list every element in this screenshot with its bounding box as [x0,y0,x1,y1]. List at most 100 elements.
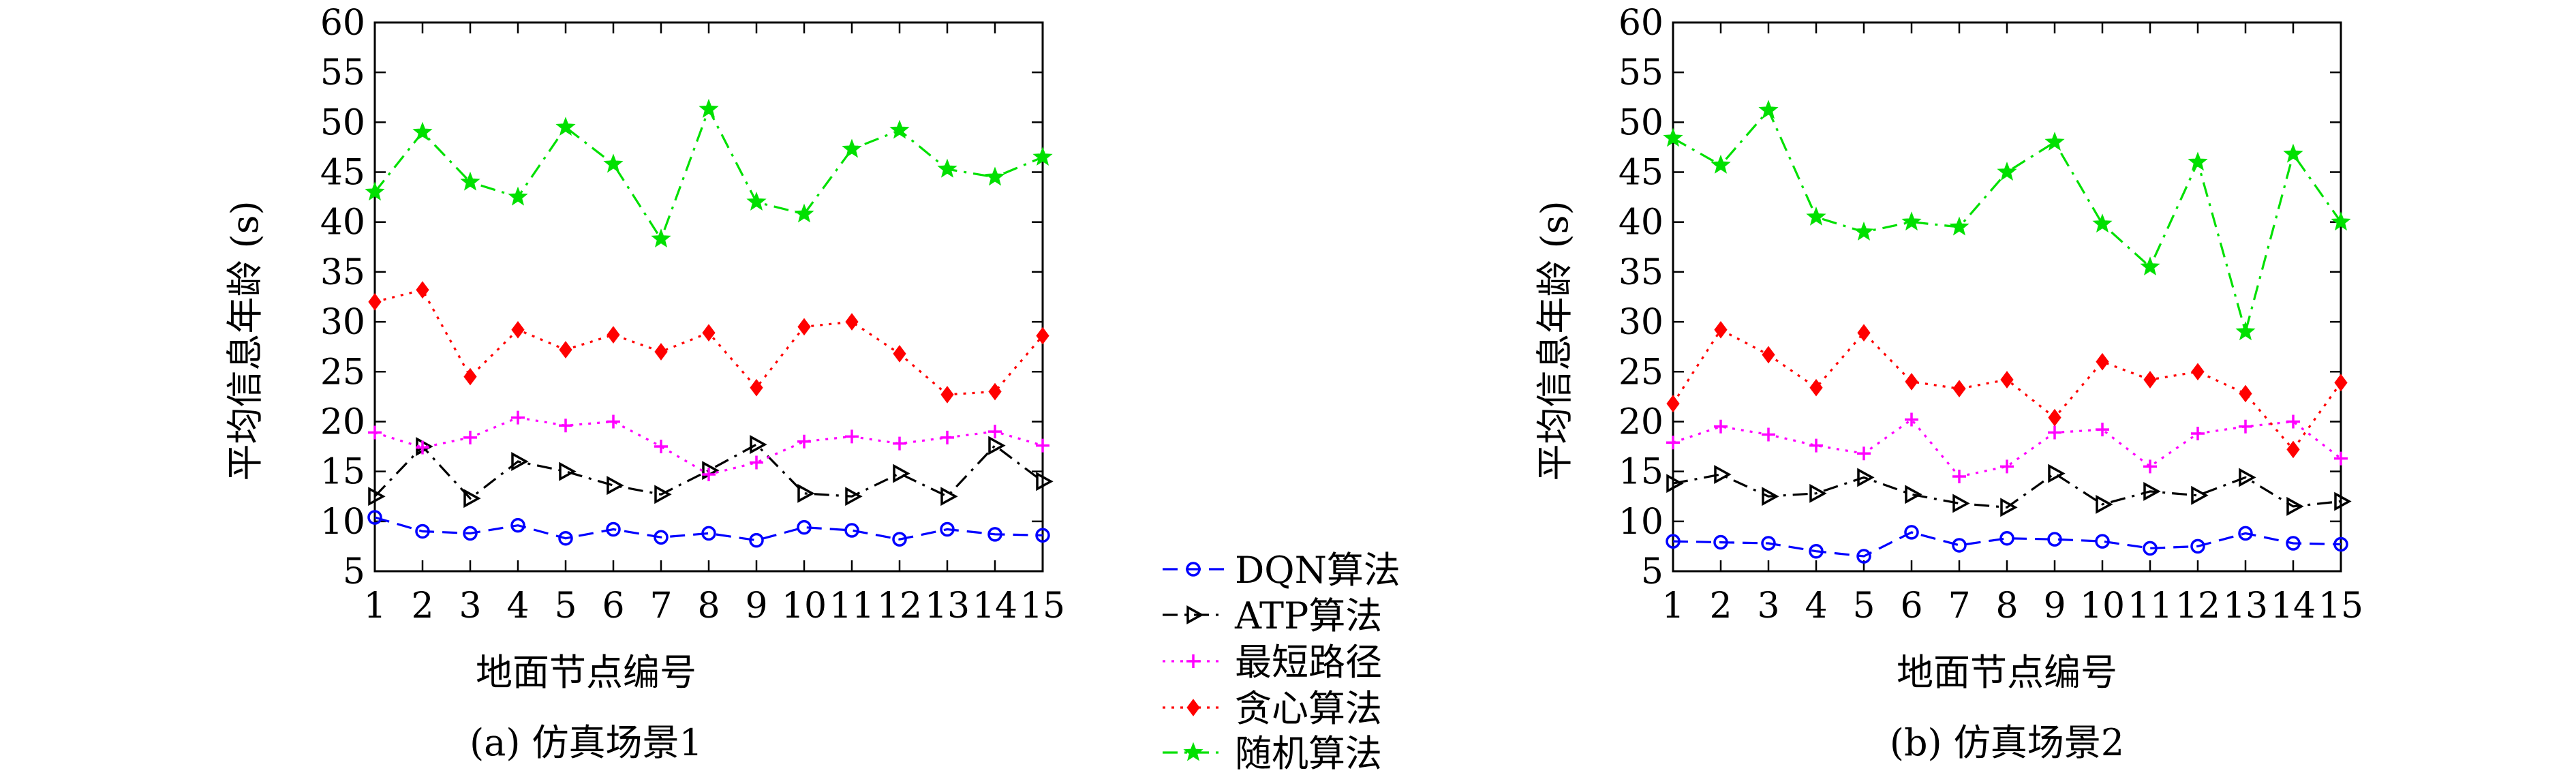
chart-b-xtick-label-1: 1 [1661,586,1684,626]
chart-b-point-4-7 [1997,162,2017,181]
chart-b-point-1-9 [2096,494,2113,514]
chart-scenario-2: (b) 仿真场景2 地面节点编号 平均信息年龄 (s) 510152025303… [1533,3,2363,764]
chart-b-point-4-4 [1854,222,1874,241]
chart-a-point-1-3 [511,452,529,471]
chart-a-point-0-12 [940,521,955,537]
legend-marker-0 [1186,562,1201,577]
chart-a-point-3-11 [893,345,906,363]
chart-b-ytick-label-60: 60 [1619,3,1663,44]
chart-b-point-4-1 [1711,154,1731,174]
chart-b-series-line-1 [1672,472,2342,509]
chart-a-point-4-5 [603,153,624,173]
chart-a-point-0-13 [987,527,1002,542]
chart-a-point-0-14 [1035,528,1050,543]
chart-a-series-star-4 [365,98,1053,248]
chart-a-point-3-2 [463,367,477,386]
chart-b-xtick-label-5: 5 [1852,586,1875,626]
chart-a-xtick-label-1: 1 [363,586,386,626]
chart-a-point-0-5 [606,521,621,537]
chart-b-point-1-10 [2143,481,2161,501]
chart-b-point-1-3 [1809,483,1827,503]
chart-a-point-1-9 [797,483,815,503]
chart-b-point-0-8 [2047,532,2062,547]
chart-b-point-3-6 [1952,380,1966,397]
chart-b-series-star-4 [1663,100,2351,341]
chart-a-point-3-12 [940,386,954,404]
chart-b-xtick-label-11: 11 [2128,586,2173,626]
chart-a-point-1-13 [988,436,1006,455]
chart-a-ytick-label-30: 30 [320,302,365,343]
chart-a-xtick-label-14: 14 [972,586,1017,626]
chart-b-point-0-14 [2333,536,2348,552]
chart-a-point-3-0 [368,292,382,311]
chart-a-ytick-label-25: 25 [320,352,365,393]
chart-b-point-1-8 [2048,464,2066,483]
chart-b-ytick-label-55: 55 [1619,52,1663,93]
chart-a-ytick-label-35: 35 [320,252,365,293]
chart-b-point-1-13 [2286,496,2304,516]
chart-b-point-0-9 [2095,534,2110,549]
chart-b-xtick-label-8: 8 [1995,586,2018,626]
chart-a-point-2-1 [416,440,429,455]
chart-b-point-2-8 [2048,425,2061,440]
chart-b-point-2-14 [2334,451,2348,466]
chart-b-series-line-4 [1672,108,2342,336]
chart-b-xtick-label-9: 9 [2043,586,2066,626]
chart-b-point-3-2 [1762,346,1775,364]
chart-b-point-2-9 [2096,423,2109,437]
chart-b-point-1-4 [1857,468,1875,487]
chart-b-point-3-13 [2286,440,2300,459]
chart-a-point-1-10 [845,487,863,506]
chart-b-point-4-10 [2140,256,2160,276]
chart-b-ytick-label-20: 20 [1619,401,1663,442]
chart-a-point-2-4 [559,419,572,433]
chart-b-xtick-label-3: 3 [1757,586,1779,626]
chart-b-point-0-0 [1666,534,1681,549]
chart-b-ytick-label-25: 25 [1619,352,1663,393]
chart-b-point-0-2 [1761,536,1776,551]
chart-a-xtick-label-7: 7 [649,586,672,626]
chart-scenario-1: (a) 仿真场景1 地面节点编号 平均信息年龄 (s) 510152025303… [224,3,1065,764]
chart-b-series-diamond-3 [1666,320,2348,459]
chart-a-point-2-0 [368,425,382,440]
chart-b-ylabel: 平均信息年龄 (s) [1533,200,1576,481]
chart-a-point-0-10 [844,523,859,538]
chart-b-point-1-1 [1714,465,1732,484]
chart-a-series-triangle-1 [368,435,1054,509]
chart-b-series-line-3 [1672,328,2342,451]
chart-b-point-2-3 [1809,438,1823,453]
chart-a-point-2-3 [511,410,525,425]
chart-a-point-2-14 [1036,438,1049,453]
chart-a-point-4-0 [365,181,385,201]
chart-a-ytick-label-40: 40 [320,202,365,243]
chart-b-point-2-13 [2286,414,2300,429]
chart-a-series-circle-0 [367,510,1050,548]
chart-b-point-2-2 [1762,427,1775,442]
legend-marker-2 [1186,654,1200,668]
chart-a-point-2-10 [845,429,859,444]
chart-b-point-1-2 [1762,487,1779,506]
chart-b-ytick-label-45: 45 [1619,153,1663,194]
chart-a-ytick-label-50: 50 [320,102,365,143]
chart-b-point-3-0 [1666,395,1680,412]
chart-b-point-4-3 [1806,206,1826,226]
chart-a-point-2-11 [893,436,906,451]
chart-a-point-3-5 [607,326,620,344]
chart-b-point-2-4 [1857,446,1871,461]
chart-b-xtick-label-13: 13 [2223,586,2268,626]
chart-a-xtick-label-13: 13 [925,586,970,626]
chart-a-point-1-5 [607,476,624,496]
chart-a-xtick-label-9: 9 [745,586,767,626]
chart-a-xtick-label-2: 2 [411,586,433,626]
chart-b-xtick-label-7: 7 [1948,586,1970,626]
legend-label-shortest: 最短路径 [1235,641,1382,684]
chart-a-point-4-6 [651,228,671,248]
chart-b-point-1-12 [2239,468,2256,487]
chart-a-point-3-13 [988,382,1002,401]
chart-b-point-3-4 [1857,324,1871,342]
chart-a-xlabel: 地面节点编号 [476,651,696,694]
chart-a-xtick-label-5: 5 [554,586,577,626]
chart-a-point-3-14 [1036,327,1049,345]
chart-b-point-3-7 [2000,371,2014,389]
